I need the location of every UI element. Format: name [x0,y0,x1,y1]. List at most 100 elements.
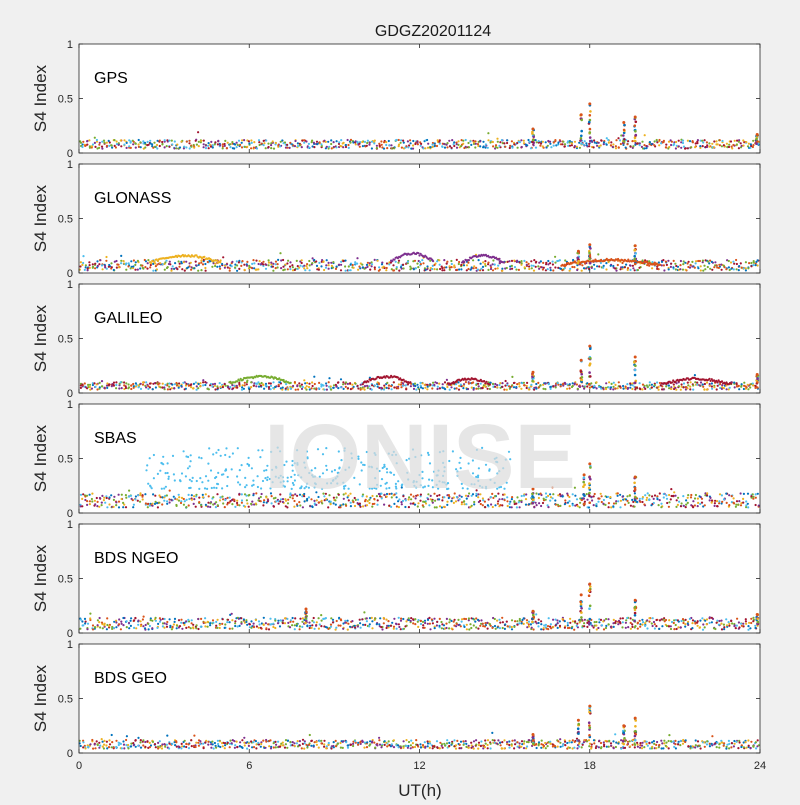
data-point [166,500,168,502]
data-point [663,269,665,271]
data-point [161,462,163,464]
data-point [193,383,195,385]
data-point [463,385,465,387]
data-point [168,476,170,478]
data-point [156,263,158,265]
data-point [458,385,460,387]
data-point [581,376,584,379]
data-point [174,497,176,499]
data-point [566,388,568,390]
data-point [496,147,498,149]
data-point [519,141,521,143]
data-point [603,499,605,501]
data-point [326,146,328,148]
data-point [81,146,83,148]
data-point [544,383,546,385]
data-point [147,506,149,508]
data-point [723,144,725,146]
data-point [709,497,711,499]
data-point [132,265,134,267]
data-point [633,255,636,258]
data-point [420,145,422,147]
data-point [430,146,432,148]
data-point [388,263,390,265]
data-point [617,492,619,494]
data-point [634,492,636,494]
data-point [120,628,122,630]
data-point [180,619,182,621]
data-point [735,259,737,261]
data-point [328,147,330,149]
data-point [660,503,662,505]
data-point [257,268,259,270]
data-point [342,142,344,144]
data-point [588,145,590,147]
data-point [125,497,127,499]
data-point [467,142,469,144]
data-point [103,624,105,626]
data-point [757,259,759,261]
data-point [492,263,494,265]
data-point [333,141,335,143]
data-point [633,361,636,364]
data-point [750,495,752,497]
data-point [191,619,193,621]
data-point [187,467,189,469]
data-point [84,618,86,620]
data-point [492,141,494,143]
data-point [403,267,405,269]
data-point [474,146,476,148]
data-point [197,628,199,630]
data-point [190,487,192,489]
data-point [533,144,535,146]
data-point [369,142,371,144]
data-point [721,501,723,503]
data-point [699,145,701,147]
data-point [626,500,628,502]
data-point [174,618,176,620]
y-axis-label: S4 Index [31,184,50,252]
data-point [224,506,226,508]
data-point [589,128,592,131]
data-point [475,617,477,619]
y-tick-label: 0.5 [58,454,73,466]
data-point [658,504,660,506]
data-point [212,146,214,148]
data-point [270,382,272,384]
data-point [436,260,438,262]
data-point [94,146,96,148]
data-point [431,268,433,270]
data-point [116,140,118,142]
data-point [412,140,414,142]
data-point [482,261,484,263]
data-point [268,386,270,388]
data-point [366,264,368,266]
data-point [433,618,435,620]
data-point [721,145,723,147]
data-point [400,139,402,141]
data-point [123,144,125,146]
data-point [125,385,127,387]
data-point [87,269,89,271]
data-point [431,387,433,389]
data-point [536,141,538,143]
data-point [600,388,602,390]
data-point [149,505,151,507]
data-point [383,385,385,387]
data-point [663,388,665,390]
figure-title: GDGZ20201124 [375,23,491,40]
data-point [306,625,308,627]
data-point [198,497,200,499]
data-point [612,388,614,390]
data-point [224,470,226,472]
data-point [596,142,598,144]
data-point [427,623,429,625]
data-point [345,146,347,148]
data-point [239,625,241,627]
data-point [428,617,430,619]
data-point [605,382,607,384]
data-point [458,389,460,391]
data-point [98,263,100,265]
data-point [715,140,717,142]
data-point [634,269,636,271]
